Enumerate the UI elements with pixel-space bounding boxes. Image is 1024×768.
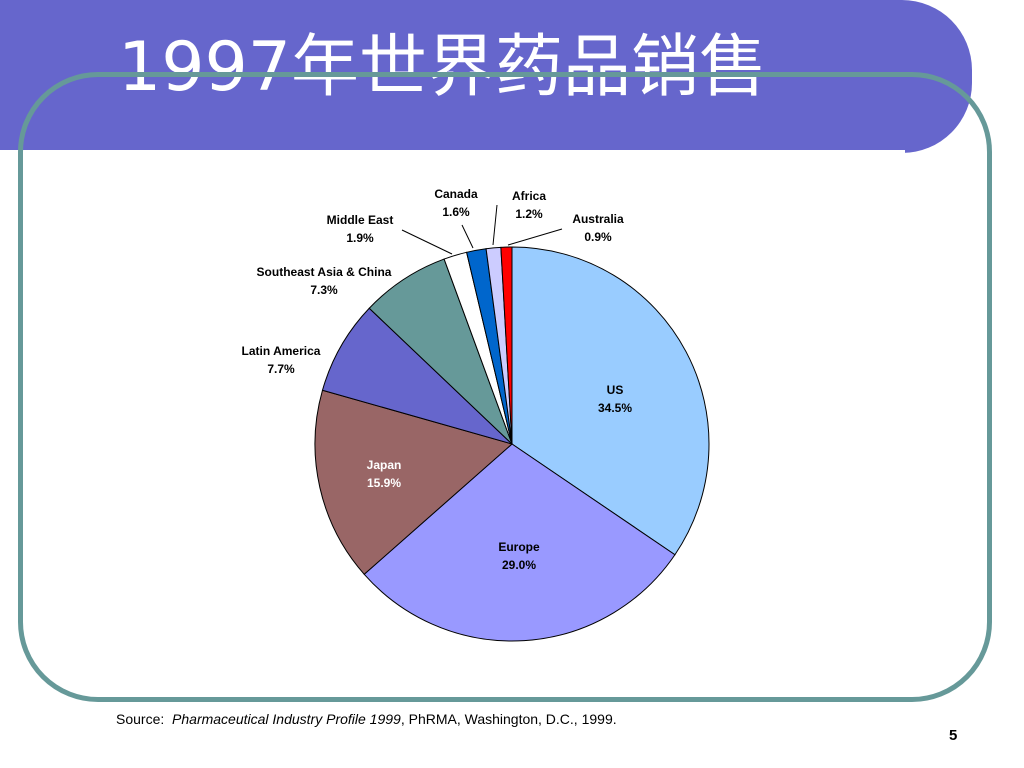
- content-frame: [18, 72, 992, 702]
- slice-name-southeast-asia-china: Southeast Asia & China: [257, 265, 392, 279]
- slide-title: 1997年世界药品销售: [118, 28, 768, 107]
- page-number: 5: [949, 727, 958, 744]
- leader-line-middle-east: [401, 229, 453, 255]
- source-note: Source: Pharmaceutical Industry Profile …: [116, 711, 617, 727]
- slice-name-canada: Canada: [434, 187, 478, 201]
- slice-value-japan: 15.9%: [367, 476, 401, 490]
- slice-value-canada: 1.6%: [442, 205, 470, 219]
- title-underline: [0, 150, 905, 156]
- slice-value-europe: 29.0%: [502, 558, 536, 572]
- pie-slice-us: [511, 246, 710, 556]
- pie-slice-europe: [363, 443, 676, 642]
- pie-slice-latin-america: [321, 307, 513, 445]
- slice-value-africa: 1.2%: [515, 207, 543, 221]
- slice-name-latin-america: Latin America: [242, 344, 321, 358]
- slice-value-latin-america: 7.7%: [267, 362, 295, 376]
- slice-name-us: US: [607, 383, 624, 397]
- leader-line-canada: [461, 224, 474, 249]
- slice-value-southeast-asia-china: 7.3%: [310, 283, 338, 297]
- slice-name-middle-east: Middle East: [327, 213, 394, 227]
- slice-name-australia: Australia: [572, 212, 624, 226]
- pie-slice-australia: [500, 246, 513, 445]
- slice-value-us: 34.5%: [598, 401, 632, 415]
- slice-name-japan: Japan: [367, 458, 402, 472]
- slice-value-middle-east: 1.9%: [346, 231, 374, 245]
- source-prefix: Source:: [116, 711, 165, 727]
- pie-slice-japan: [314, 389, 514, 575]
- source-title: Pharmaceutical Industry Profile 1999: [172, 711, 401, 727]
- slice-name-europe: Europe: [498, 540, 540, 554]
- leader-line-africa: [492, 204, 498, 246]
- slice-value-australia: 0.9%: [584, 230, 612, 244]
- slice-name-africa: Africa: [512, 189, 546, 203]
- source-rest: , PhRMA, Washington, D.C., 1999.: [400, 711, 617, 727]
- leader-line-australia: [507, 228, 563, 246]
